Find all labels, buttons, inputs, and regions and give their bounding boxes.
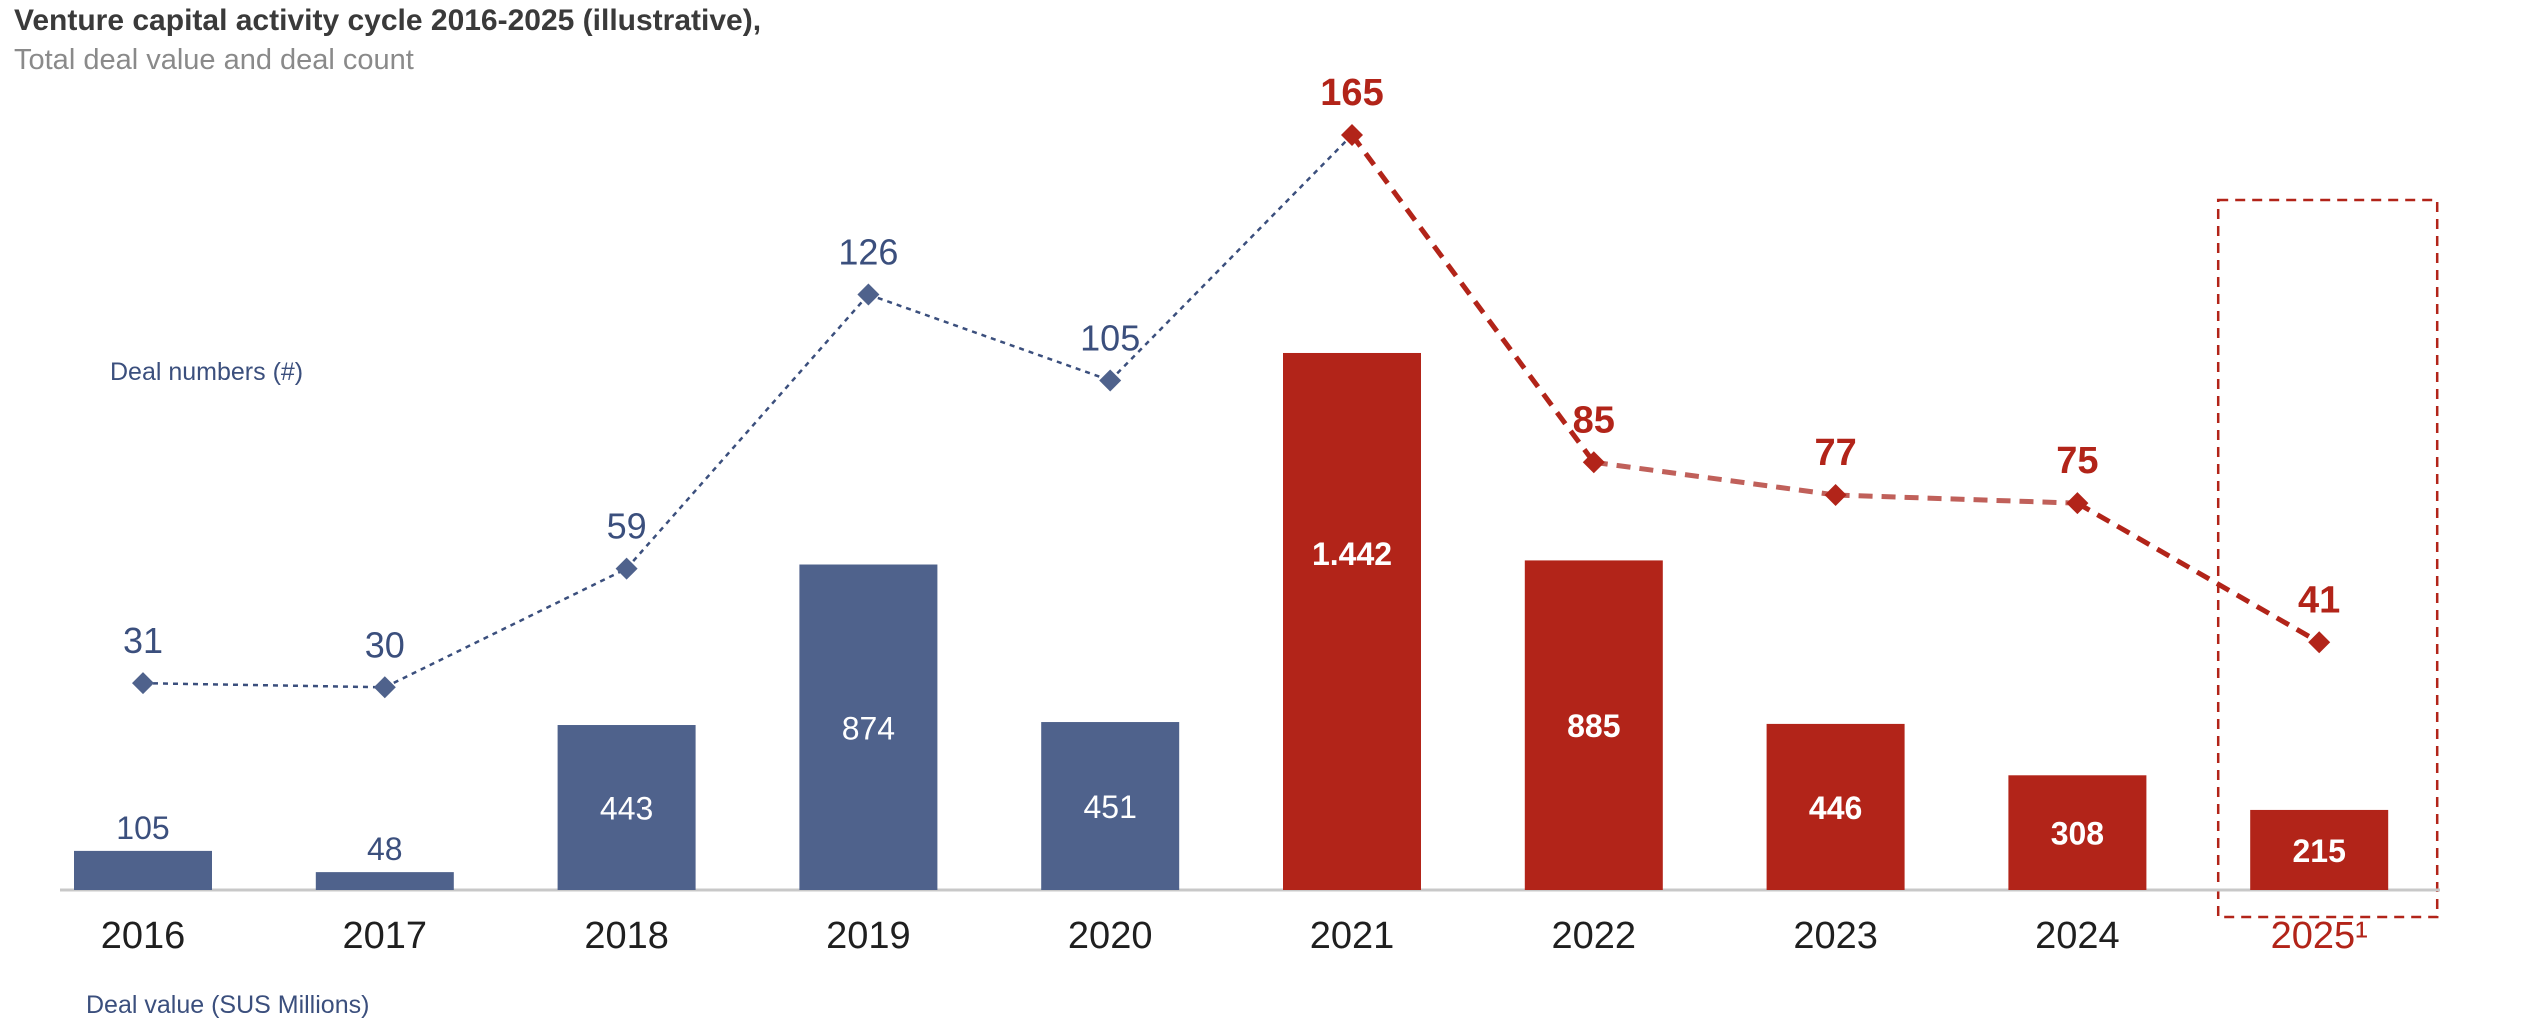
x-tick-2024: 2024 [2035,915,2120,957]
bar-2018 [557,725,696,890]
x-tick-2020: 2020 [1068,915,1153,957]
highlight-box [2216,198,2439,919]
x-tick-2018: 2018 [584,915,669,957]
bar-label-2018: 443 [600,791,653,827]
bar-label-2019: 874 [842,710,895,746]
line-label-2022: 85 [1573,399,1615,441]
x-tick-2023: 2023 [1793,915,1878,957]
bar-2020 [1041,722,1180,890]
bar-2016 [74,850,212,890]
line-label-2019: 126 [838,232,898,273]
line-segment-2024 [2076,501,2321,645]
bar-label-2017: 48 [367,831,403,867]
chart-subtitle: Total deal value and deal count [14,44,414,76]
line-marker-2018 [615,557,638,580]
line-marker-2022 [1582,451,1605,474]
line-label-2024: 75 [2056,440,2098,482]
line-segment-2023 [1835,492,2078,506]
bar-label-2024: 308 [2051,816,2104,852]
chart-title: Venture capital activity cycle 2016-2025… [14,4,762,37]
bar-series-label: Deal value (SUS Millions) [86,991,369,1019]
line-marker-2024 [2066,492,2089,515]
x-tick-2025: 2025¹ [2271,915,2368,957]
x-tick-2016: 2016 [101,915,186,957]
bar-2019 [799,564,938,890]
line-marker-2019 [857,283,880,306]
line-marker-2023 [1824,484,1847,506]
line-segment-2016 [142,681,385,689]
bar-label-2022: 885 [1567,708,1620,744]
bar-2024 [2008,775,2147,890]
x-tick-2022: 2022 [1552,915,1637,957]
line-segment-2017 [384,567,628,689]
bar-label-2025: 215 [2293,833,2346,869]
line-segment-2022 [1593,459,1836,498]
line-marker-2021 [1341,124,1363,146]
line-segment-2020 [1109,134,1353,382]
line-series-label: Deal numbers (#) [110,358,303,386]
line-marker-2020 [1099,369,1122,392]
bar-2021 [1283,352,1421,890]
x-tick-2021: 2021 [1310,915,1395,957]
line-label-2017: 30 [365,624,405,665]
x-tick-2017: 2017 [343,915,428,957]
line-marker-2025 [2308,631,2331,654]
line-label-2016: 31 [123,620,163,661]
bar-2022 [1524,560,1663,890]
line-label-2021: 165 [1320,72,1383,114]
bar-2025 [2250,809,2389,890]
line-label-2018: 59 [607,506,647,547]
bar-label-2016: 105 [116,810,169,846]
bar-label-2021: 1.442 [1312,536,1392,572]
bar-2017 [315,872,454,890]
x-tick-2019: 2019 [826,915,911,957]
line-label-2025: 41 [2298,579,2340,621]
line-segment-2019 [867,293,1111,382]
line-marker-2016 [132,672,154,695]
line-segment-2018 [625,293,870,570]
bar-label-2020: 451 [1084,789,1137,825]
line-marker-2017 [373,676,396,699]
bar-label-2023: 446 [1809,790,1862,826]
line-label-2020: 105 [1080,317,1140,358]
bar-2023 [1766,723,1905,890]
line-label-2023: 77 [1814,432,1856,474]
